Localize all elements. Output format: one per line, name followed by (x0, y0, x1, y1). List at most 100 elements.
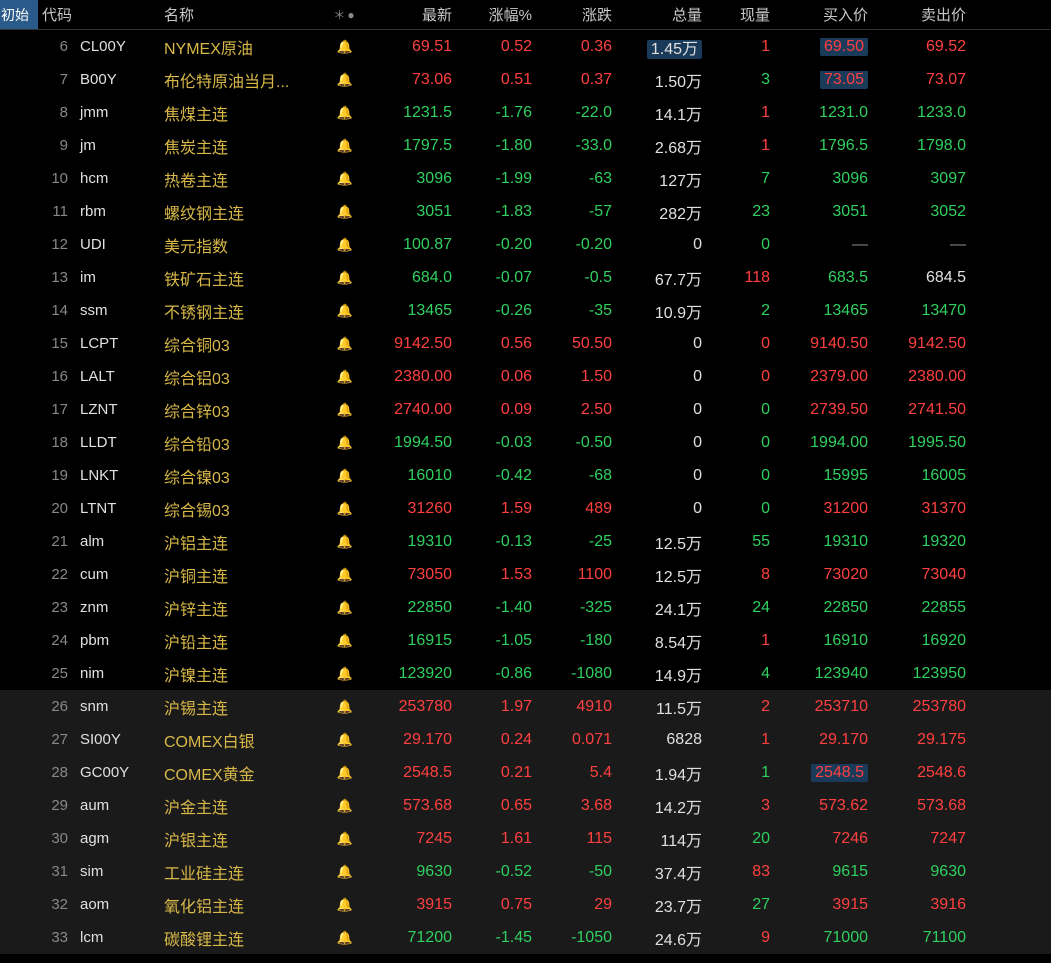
bell-icon[interactable]: 🔔 (330, 336, 360, 352)
row-now: 1 (710, 764, 778, 782)
bell-icon[interactable]: 🔔 (330, 435, 360, 451)
table-row[interactable]: 24pbm沪铅主连🔔16915-1.05-1808.54万11691016920 (0, 624, 1051, 657)
header-ask[interactable]: 卖出价 (876, 4, 974, 25)
bell-icon[interactable]: 🔔 (330, 105, 360, 121)
row-name: 氧化铝主连 (160, 893, 330, 917)
table-row[interactable]: 32aom氧化铝主连🔔39150.752923.7万2739153916 (0, 888, 1051, 921)
bell-icon[interactable]: 🔔 (330, 39, 360, 55)
header-star[interactable]: ＊● (330, 6, 360, 23)
table-row[interactable]: 30agm沪银主连🔔72451.61115114万2072467247 (0, 822, 1051, 855)
header-name[interactable]: 名称 (160, 4, 330, 25)
table-row[interactable]: 19LNKT综合镍03🔔16010-0.42-68001599516005 (0, 459, 1051, 492)
bell-icon[interactable]: 🔔 (330, 369, 360, 385)
header-vol[interactable]: 总量 (620, 4, 710, 25)
table-row[interactable]: 9jm焦炭主连🔔1797.5-1.80-33.02.68万11796.51798… (0, 129, 1051, 162)
table-row[interactable]: 29aum沪金主连🔔573.680.653.6814.2万3573.62573.… (0, 789, 1051, 822)
row-pct: 0.21 (460, 764, 540, 782)
bell-icon[interactable]: 🔔 (330, 402, 360, 418)
row-last: 31260 (360, 500, 460, 518)
table-row[interactable]: 27SI00YCOMEX白银🔔29.1700.240.0716828129.17… (0, 723, 1051, 756)
header-start[interactable]: 初始 (0, 0, 38, 29)
row-last: 9142.50 (360, 335, 460, 353)
header-now[interactable]: 现量 (710, 4, 778, 25)
row-last: 9630 (360, 863, 460, 881)
bell-icon[interactable]: 🔔 (330, 798, 360, 814)
table-row[interactable]: 13im铁矿石主连🔔684.0-0.07-0.567.7万118683.5684… (0, 261, 1051, 294)
table-row[interactable]: 14ssm不锈钢主连🔔13465-0.26-3510.9万21346513470 (0, 294, 1051, 327)
bell-icon[interactable]: 🔔 (330, 864, 360, 880)
bell-icon[interactable]: 🔔 (330, 138, 360, 154)
header-code[interactable]: 代码 (38, 4, 76, 25)
header-last[interactable]: 最新 (360, 4, 460, 25)
table-row[interactable]: 33lcm碳酸锂主连🔔71200-1.45-105024.6万971000711… (0, 921, 1051, 954)
row-index: 30 (38, 830, 76, 847)
table-row[interactable]: 10hcm热卷主连🔔3096-1.99-63127万730963097 (0, 162, 1051, 195)
table-row[interactable]: 21alm沪铝主连🔔19310-0.13-2512.5万551931019320 (0, 525, 1051, 558)
row-now: 83 (710, 863, 778, 881)
table-row[interactable]: 16LALT综合铝03🔔2380.000.061.50002379.002380… (0, 360, 1051, 393)
row-code: GC00Y (76, 764, 160, 781)
table-row[interactable]: 12UDI美元指数🔔100.87-0.20-0.2000—— (0, 228, 1051, 261)
table-row[interactable]: 20LTNT综合锡03🔔312601.59489003120031370 (0, 492, 1051, 525)
table-row[interactable]: 11rbm螺纹钢主连🔔3051-1.83-57282万2330513052 (0, 195, 1051, 228)
table-row[interactable]: 25nim沪镍主连🔔123920-0.86-108014.9万412394012… (0, 657, 1051, 690)
row-ask: 71100 (876, 929, 974, 947)
row-name: 沪金主连 (160, 794, 330, 818)
row-chg: 1100 (540, 566, 620, 584)
bell-icon[interactable]: 🔔 (330, 699, 360, 715)
bell-icon[interactable]: 🔔 (330, 171, 360, 187)
bell-icon[interactable]: 🔔 (330, 666, 360, 682)
table-row[interactable]: 7B00Y布伦特原油当月...🔔73.060.510.371.50万373.05… (0, 63, 1051, 96)
bell-icon[interactable]: 🔔 (330, 204, 360, 220)
row-bid: 29.170 (778, 731, 876, 749)
row-chg: 0.37 (540, 71, 620, 89)
header-bid[interactable]: 买入价 (778, 4, 876, 25)
bell-icon[interactable]: 🔔 (330, 270, 360, 286)
row-name: NYMEX原油 (160, 35, 330, 59)
header-chg[interactable]: 涨跌 (540, 4, 620, 25)
bell-icon[interactable]: 🔔 (330, 765, 360, 781)
row-pct: 1.59 (460, 500, 540, 518)
table-row[interactable]: 31sim工业硅主连🔔9630-0.52-5037.4万8396159630 (0, 855, 1051, 888)
bell-icon[interactable]: 🔔 (330, 600, 360, 616)
table-row[interactable]: 17LZNT综合锌03🔔2740.000.092.50002739.502741… (0, 393, 1051, 426)
bell-icon[interactable]: 🔔 (330, 567, 360, 583)
row-ask: 3097 (876, 170, 974, 188)
row-index: 29 (38, 797, 76, 814)
table-row[interactable]: 6CL00YNYMEX原油🔔69.510.520.361.45万169.5069… (0, 30, 1051, 63)
table-row[interactable]: 26snm沪锡主连🔔2537801.97491011.5万22537102537… (0, 690, 1051, 723)
row-now: 1 (710, 104, 778, 122)
table-row[interactable]: 8jmm焦煤主连🔔1231.5-1.76-22.014.1万11231.0123… (0, 96, 1051, 129)
bell-icon[interactable]: 🔔 (330, 237, 360, 253)
bell-icon[interactable]: 🔔 (330, 501, 360, 517)
bell-icon[interactable]: 🔔 (330, 303, 360, 319)
row-ask: 573.68 (876, 797, 974, 815)
row-chg: -50 (540, 863, 620, 881)
row-ask: 29.175 (876, 731, 974, 749)
row-code: LTNT (76, 500, 160, 517)
table-row[interactable]: 23znm沪锌主连🔔22850-1.40-32524.1万24228502285… (0, 591, 1051, 624)
row-ask: 2380.00 (876, 368, 974, 386)
bell-icon[interactable]: 🔔 (330, 468, 360, 484)
header-pct[interactable]: 涨幅% (460, 4, 540, 25)
bell-icon[interactable]: 🔔 (330, 72, 360, 88)
row-name: COMEX白银 (160, 728, 330, 752)
table-row[interactable]: 28GC00YCOMEX黄金🔔2548.50.215.41.94万12548.5… (0, 756, 1051, 789)
bell-icon[interactable]: 🔔 (330, 732, 360, 748)
bell-icon[interactable]: 🔔 (330, 534, 360, 550)
row-vol: 23.7万 (620, 893, 710, 917)
bell-icon[interactable]: 🔔 (330, 831, 360, 847)
row-name: 布伦特原油当月... (160, 68, 330, 92)
row-now: 1 (710, 731, 778, 749)
table-row[interactable]: 15LCPT综合铜03🔔9142.500.5650.50009140.50914… (0, 327, 1051, 360)
row-chg: 0.36 (540, 38, 620, 56)
row-ask: 2548.6 (876, 764, 974, 782)
table-row[interactable]: 22cum沪铜主连🔔730501.53110012.5万87302073040 (0, 558, 1051, 591)
bell-icon[interactable]: 🔔 (330, 930, 360, 946)
row-index: 19 (38, 467, 76, 484)
bell-icon[interactable]: 🔔 (330, 633, 360, 649)
table-row[interactable]: 18LLDT综合铅03🔔1994.50-0.03-0.50001994.0019… (0, 426, 1051, 459)
row-last: 573.68 (360, 797, 460, 815)
bell-icon[interactable]: 🔔 (330, 897, 360, 913)
row-index: 24 (38, 632, 76, 649)
